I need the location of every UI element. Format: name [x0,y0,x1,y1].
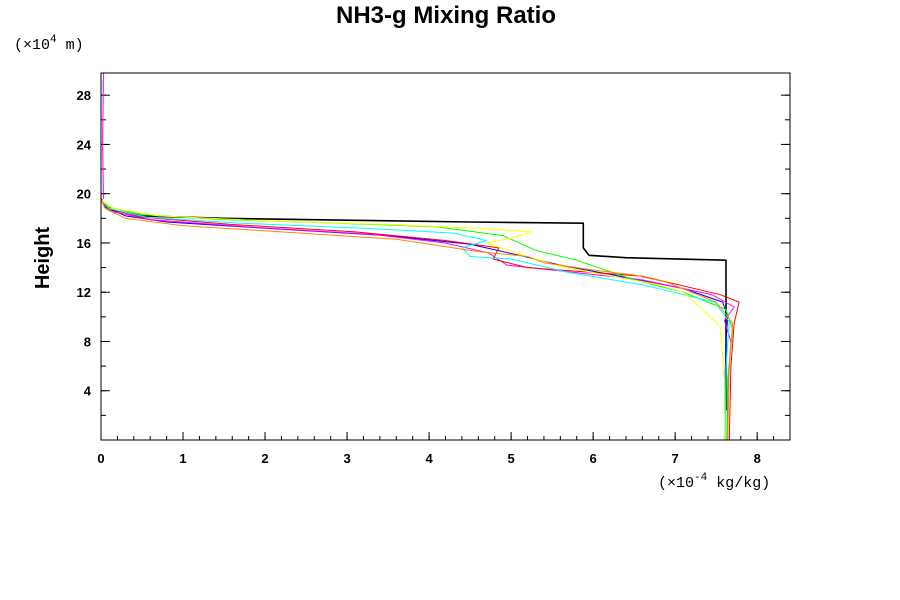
y-tick-label: 28 [77,88,91,103]
x-tick-label: 1 [179,451,186,466]
x-tick-label: 3 [343,451,350,466]
series-line-6 [100,199,730,441]
y-axis-label: Height [32,227,54,290]
x-tick-label: 0 [97,451,104,466]
axis-ticks [100,94,791,440]
y-tick-label: 24 [77,137,92,152]
series-line-7 [100,199,725,440]
series-line-9 [102,72,104,199]
x-tick-label: 4 [425,451,433,466]
chart-title: NH3-g Mixing Ratio [336,2,556,29]
x-tick-label: 6 [590,451,597,466]
series-line-4 [100,198,740,441]
x-tick-label: 8 [754,451,761,466]
x-unit-suffix: kg/kg) [707,475,770,492]
y-tick-label: 12 [77,285,91,300]
x-unit-prefix: (×10 [658,475,694,492]
y-tick-label: 8 [84,334,91,349]
y-unit-prefix: (×10 [14,37,50,54]
x-tick-label: 2 [261,451,268,466]
x-unit-exponent: -4 [694,472,708,484]
series-line-3 [100,199,735,440]
y-tick-label: 20 [77,187,91,202]
series-line-1 [100,198,727,411]
y-tick-label: 4 [84,384,92,399]
x-axis-unit-label: (×10-4 kg/kg) [658,472,770,492]
series-layer [100,72,740,441]
plot-frame [100,72,791,441]
y-unit-exponent: 4 [50,34,57,46]
x-tick-label: 7 [672,451,679,466]
series-line-5 [100,199,734,441]
y-unit-suffix: m) [57,37,84,54]
series-line-8 [100,199,734,441]
y-axis-unit-label: (×104 m) [14,34,84,54]
x-tick-label: 5 [508,451,515,466]
y-tick-label: 16 [77,236,91,251]
